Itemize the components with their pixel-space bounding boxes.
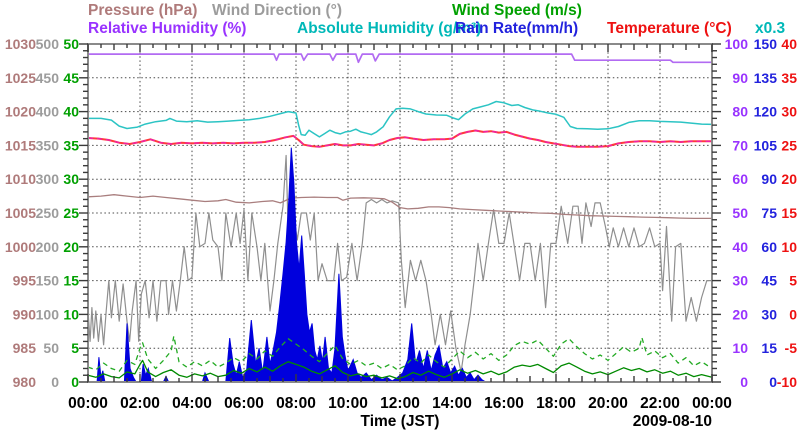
y-tick-label-temperature-35: 35: [781, 70, 797, 86]
series-wind_speed_gust-line: [87, 335, 713, 372]
y-tick-label-relative_humidity-10: 10: [732, 340, 748, 356]
x-tick-label-12: 00:00: [692, 395, 732, 412]
x-tick-label-2: 04:00: [172, 395, 212, 412]
y-tick-label-pressure-1005: 1005: [5, 205, 36, 221]
y-tick-label-pressure-990: 990: [13, 306, 37, 322]
y-tick-label-pressure-995: 995: [13, 273, 37, 289]
series-pressure-line: [87, 194, 712, 220]
y-tick-label-wind_speed-40: 40: [63, 104, 79, 120]
y-tick-label-wind_speed-50: 50: [63, 36, 79, 52]
x-tick-label-6: 12:00: [380, 395, 420, 412]
y-tick-label-pressure-980: 980: [13, 374, 37, 390]
x-tick-label-7: 14:00: [432, 395, 472, 412]
y-tick-label-rain_rate-150: 150: [754, 36, 778, 52]
y-tick-label-pressure-1020: 1020: [5, 104, 36, 120]
y-tick-label-rain_rate-120: 120: [754, 104, 778, 120]
y-tick-label-rain_rate-105: 105: [754, 137, 778, 153]
y-tick-label-wind_direction-450: 450: [36, 70, 60, 86]
x-tick-label-5: 10:00: [328, 395, 368, 412]
y-tick-label-temperature-25: 25: [781, 137, 797, 153]
legend-rain-rate: Rain Rate(mm/h): [455, 20, 579, 37]
y-tick-label-wind_speed-45: 45: [63, 70, 79, 86]
y-tick-label-wind_direction-100: 100: [36, 306, 60, 322]
y-tick-label-wind_direction-0: 0: [51, 374, 59, 390]
y-tick-label-pressure-1015: 1015: [5, 137, 36, 153]
y-tick-label-temperature-15: 15: [781, 205, 797, 221]
y-tick-label-relative_humidity-60: 60: [732, 171, 748, 187]
y-tick-label-rain_rate-75: 75: [761, 205, 777, 221]
y-tick-label-temperature-40: 40: [781, 36, 797, 52]
x-tick-label-10: 20:00: [588, 395, 628, 412]
legend-wind-direction: Wind Direction (°): [212, 2, 343, 19]
series-temperature_dashed_overlay-line: [87, 129, 712, 148]
y-tick-label-relative_humidity-90: 90: [732, 70, 748, 86]
y-tick-label-relative_humidity-20: 20: [732, 306, 748, 322]
y-tick-label-temperature-20: 20: [781, 171, 797, 187]
y-tick-label-wind_speed-35: 35: [63, 137, 79, 153]
y-tick-label-rain_rate-45: 45: [761, 273, 777, 289]
legend-pressure: Pressure (hPa): [88, 2, 198, 19]
y-tick-label-wind_direction-50: 50: [43, 340, 59, 356]
x-tick-label-11: 22:00: [640, 395, 680, 412]
y-tick-label-relative_humidity-80: 80: [732, 104, 748, 120]
y-tick-label-wind_speed-20: 20: [63, 239, 79, 255]
y-tick-label-rain_rate-30: 30: [761, 306, 777, 322]
x-tick-label-0: 00:00: [68, 395, 108, 412]
x-tick-label-3: 06:00: [224, 395, 264, 412]
y-tick-label-pressure-1025: 1025: [5, 70, 36, 86]
series-temperature-line: [87, 129, 712, 148]
y-tick-label-wind_speed-15: 15: [63, 273, 79, 289]
y-tick-label-rain_rate-0: 0: [769, 374, 777, 390]
y-tick-label-temperature-5: 5: [789, 273, 797, 289]
y-tick-label-rain_rate-15: 15: [761, 340, 777, 356]
y-tick-label-pressure-985: 985: [13, 340, 37, 356]
y-tick-label-wind_direction-300: 300: [36, 171, 60, 187]
y-tick-label-wind_direction-200: 200: [36, 239, 60, 255]
x-axis-title: Time (JST): [361, 413, 440, 430]
y-tick-label-wind_direction-400: 400: [36, 104, 60, 120]
y-tick-label-relative_humidity-70: 70: [732, 137, 748, 153]
x-tick-label-1: 02:00: [120, 395, 160, 412]
y-tick-label-pressure-1010: 1010: [5, 171, 36, 187]
series-wind_speed-line: [87, 359, 713, 380]
x-tick-label-4: 08:00: [276, 395, 316, 412]
y-tick-label-temperature-10: 10: [781, 239, 797, 255]
series-absolute_humidity-line: [88, 100, 713, 138]
y-tick-label-rain_rate-135: 135: [754, 70, 778, 86]
y-tick-label-rain_rate-90: 90: [761, 171, 777, 187]
legend-wind-speed: Wind Speed (m/s): [452, 2, 582, 19]
y-tick-label-wind_direction-350: 350: [36, 137, 60, 153]
x-tick-label-8: 16:00: [484, 395, 524, 412]
y-tick-label-relative_humidity-40: 40: [732, 239, 748, 255]
y-tick-label-relative_humidity-100: 100: [725, 36, 749, 52]
y-tick-label-rain_rate-60: 60: [761, 239, 777, 255]
y-tick-label-relative_humidity-0: 0: [740, 374, 748, 390]
y-tick-label-wind_direction-500: 500: [36, 36, 60, 52]
y-tick-label-wind_direction-150: 150: [36, 273, 60, 289]
y-tick-label-temperature--10: -10: [777, 374, 797, 390]
y-tick-label-wind_direction-250: 250: [36, 205, 60, 221]
y-tick-label-relative_humidity-50: 50: [732, 205, 748, 221]
y-tick-label-pressure-1030: 1030: [5, 36, 36, 52]
y-tick-label-wind_speed-25: 25: [63, 205, 79, 221]
series-wind_direction-line: [87, 154, 712, 373]
legend-temperature: Temperature (°C): [607, 20, 732, 37]
legend-relative-humidity: Relative Humidity (%): [88, 20, 247, 37]
y-tick-label-temperature-0: 0: [789, 306, 797, 322]
y-tick-label-wind_speed-5: 5: [71, 340, 79, 356]
y-tick-label-wind_speed-10: 10: [63, 306, 79, 322]
date-label: 2009-08-10: [633, 413, 712, 430]
y-tick-label-wind_speed-0: 0: [71, 374, 79, 390]
y-tick-label-temperature--5: -5: [785, 340, 798, 356]
legend-scale-note: x0.3: [755, 20, 786, 37]
series-relative_humidity-line: [88, 53, 712, 64]
y-tick-label-relative_humidity-30: 30: [732, 273, 748, 289]
y-tick-label-pressure-1000: 1000: [5, 239, 36, 255]
y-tick-label-wind_speed-30: 30: [63, 171, 79, 187]
legend-absolute-humidity: Absolute Humidity (g/m³): [297, 20, 482, 37]
y-tick-label-temperature-30: 30: [781, 104, 797, 120]
x-tick-label-9: 18:00: [536, 395, 576, 412]
